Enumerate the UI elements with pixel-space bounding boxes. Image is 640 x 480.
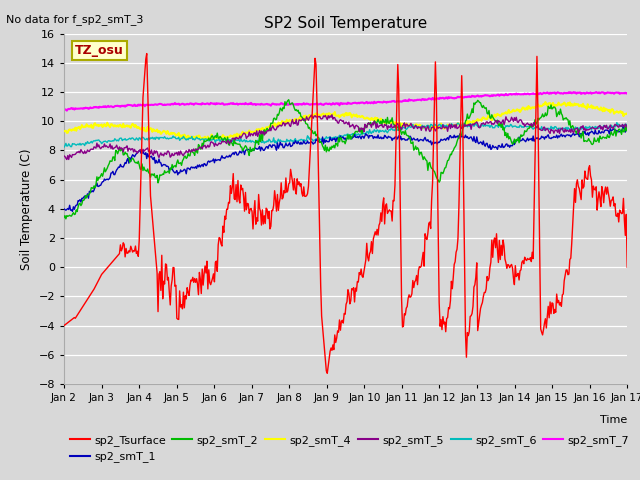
Line: sp2_smT_7: sp2_smT_7 <box>64 92 627 111</box>
sp2_smT_5 <box>63 156 70 162</box>
sp2_smT_5 <box>394 120 402 126</box>
sp2_smT_5 <box>328 112 336 118</box>
sp2_smT_2 <box>62 216 70 222</box>
sp2_smT_7 <box>485 93 493 98</box>
sp2_smT_2 <box>486 115 494 120</box>
sp2_smT_1 <box>620 123 627 129</box>
sp2_smT_2 <box>60 215 68 220</box>
sp2_smT_7 <box>593 89 600 95</box>
sp2_smT_1 <box>393 136 401 142</box>
sp2_smT_5 <box>206 144 214 149</box>
Line: sp2_Tsurface: sp2_Tsurface <box>64 54 627 373</box>
sp2_smT_2 <box>317 139 324 144</box>
sp2_smT_2 <box>394 124 402 130</box>
sp2_smT_5 <box>316 113 324 119</box>
sp2_smT_4 <box>60 128 68 134</box>
sp2_smT_5 <box>161 150 168 156</box>
Text: Time: Time <box>600 415 627 425</box>
sp2_Tsurface <box>394 61 402 67</box>
sp2_smT_7 <box>206 101 214 107</box>
sp2_smT_1 <box>68 208 76 214</box>
sp2_Tsurface <box>161 281 168 287</box>
sp2_smT_5 <box>623 124 631 130</box>
sp2_smT_5 <box>486 119 494 125</box>
Text: TZ_osu: TZ_osu <box>76 44 124 57</box>
Line: sp2_smT_5: sp2_smT_5 <box>64 115 627 159</box>
sp2_smT_6 <box>60 144 68 150</box>
sp2_smT_5 <box>438 126 446 132</box>
sp2_Tsurface <box>60 323 68 328</box>
sp2_smT_7 <box>393 98 401 104</box>
sp2_Tsurface <box>323 371 331 376</box>
sp2_smT_6 <box>315 136 323 142</box>
sp2_smT_4 <box>393 120 401 125</box>
sp2_smT_7 <box>63 108 70 114</box>
sp2_Tsurface <box>486 265 494 271</box>
sp2_smT_7 <box>623 90 631 96</box>
sp2_smT_1 <box>437 136 445 142</box>
sp2_smT_4 <box>437 120 445 126</box>
sp2_smT_4 <box>541 99 549 105</box>
sp2_smT_6 <box>392 125 400 131</box>
sp2_smT_1 <box>161 162 168 168</box>
Line: sp2_smT_4: sp2_smT_4 <box>64 102 627 140</box>
sp2_smT_6 <box>205 138 212 144</box>
sp2_smT_2 <box>623 122 631 128</box>
sp2_smT_1 <box>485 145 493 151</box>
sp2_Tsurface <box>206 280 214 286</box>
sp2_smT_2 <box>206 137 214 143</box>
sp2_smT_6 <box>623 122 631 128</box>
Line: sp2_smT_2: sp2_smT_2 <box>64 100 627 219</box>
sp2_smT_4 <box>485 113 493 119</box>
sp2_smT_4 <box>623 110 631 116</box>
sp2_smT_1 <box>623 128 631 133</box>
Title: SP2 Soil Temperature: SP2 Soil Temperature <box>264 16 428 31</box>
sp2_smT_7 <box>437 96 445 101</box>
sp2_smT_1 <box>60 206 68 212</box>
sp2_smT_7 <box>161 102 168 108</box>
sp2_smT_6 <box>484 123 492 129</box>
sp2_smT_1 <box>206 159 214 165</box>
sp2_smT_1 <box>316 139 324 145</box>
sp2_Tsurface <box>623 264 631 270</box>
Text: No data for f_sp2_smT_3: No data for f_sp2_smT_3 <box>6 14 144 25</box>
sp2_smT_6 <box>160 135 168 141</box>
sp2_smT_4 <box>316 114 324 120</box>
sp2_Tsurface <box>316 235 324 240</box>
Legend: sp2_Tsurface, sp2_smT_1, sp2_smT_2, sp2_smT_4, sp2_smT_5, sp2_smT_6, sp2_smT_7: sp2_Tsurface, sp2_smT_1, sp2_smT_2, sp2_… <box>70 435 629 462</box>
Line: sp2_smT_1: sp2_smT_1 <box>64 126 627 211</box>
sp2_Tsurface <box>143 51 150 57</box>
sp2_smT_6 <box>436 121 444 127</box>
sp2_smT_2 <box>161 168 168 174</box>
sp2_smT_2 <box>285 97 292 103</box>
sp2_smT_4 <box>206 136 214 142</box>
sp2_smT_2 <box>438 170 446 176</box>
sp2_smT_6 <box>613 120 621 125</box>
sp2_smT_4 <box>160 128 168 134</box>
Line: sp2_smT_6: sp2_smT_6 <box>64 122 627 147</box>
sp2_smT_4 <box>198 137 206 143</box>
sp2_Tsurface <box>438 327 446 333</box>
Y-axis label: Soil Temperature (C): Soil Temperature (C) <box>20 148 33 270</box>
sp2_smT_5 <box>60 153 68 159</box>
sp2_smT_7 <box>60 106 68 111</box>
sp2_smT_7 <box>316 101 324 107</box>
